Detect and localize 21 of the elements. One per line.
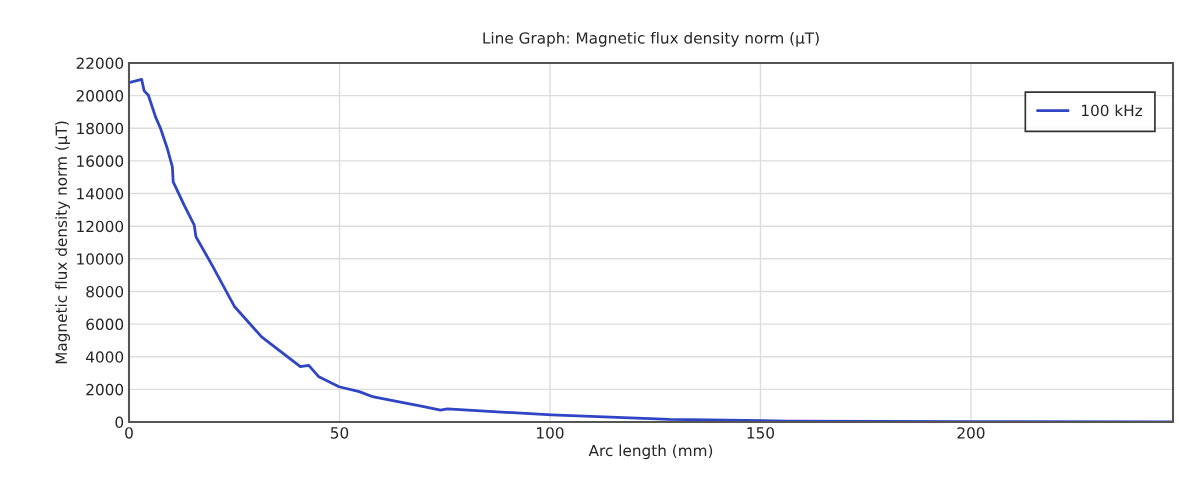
y-tick-label: 22000 (76, 57, 124, 70)
y-tick-label: 6000 (86, 318, 124, 331)
x-tick-label: 50 (330, 427, 349, 439)
y-tick-label: 16000 (77, 155, 124, 167)
y-tick-label: 14000 (77, 188, 124, 200)
y-tick-label: 18000 (77, 122, 124, 135)
y-tick-label: 4000 (86, 351, 124, 363)
x-tick-label: 100 (537, 427, 564, 439)
y-tick-label: 12000 (77, 220, 124, 233)
x-tick-label: 0 (125, 427, 133, 439)
x-axis-title: Arc length (mm) (588, 444, 713, 460)
y-axis-title: Magnetic flux density norm (µT) (55, 121, 70, 364)
x-tick-label: 150 (747, 427, 775, 439)
y-tick-label: 8000 (86, 285, 124, 298)
y-tick-label: 0 (115, 416, 124, 429)
chart-title: Line Graph: Magnetic flux density norm (µT) (483, 31, 819, 47)
x-tick-label: 200 (957, 427, 985, 439)
y-tick-label: 10000 (77, 253, 124, 265)
y-tick-label: 2000 (86, 383, 124, 396)
y-tick-label: 20000 (76, 90, 124, 102)
legend-label: 100 kHz (1082, 104, 1143, 117)
